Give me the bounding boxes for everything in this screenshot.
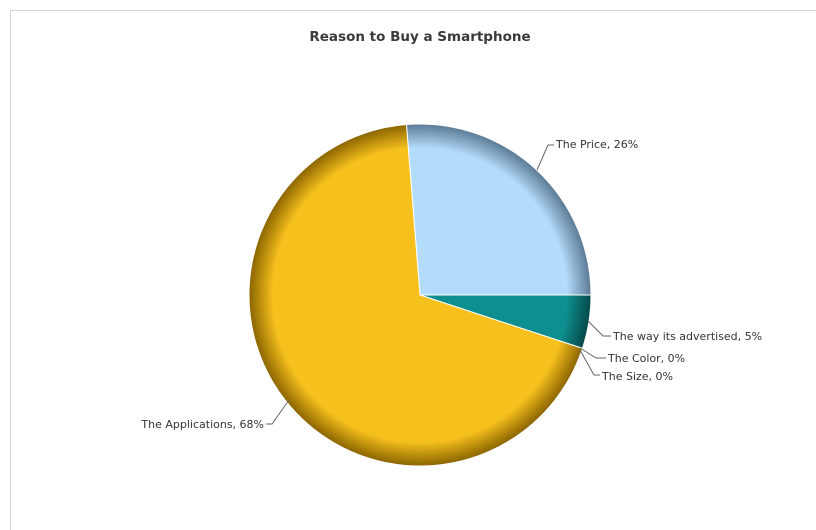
pie-slices bbox=[248, 123, 592, 467]
chart-title: Reason to Buy a Smartphone bbox=[309, 29, 530, 45]
leader-line-the-way-its-advertised bbox=[587, 320, 611, 337]
pie-labels: The Price, 26% The way its advertised, 5%… bbox=[140, 138, 762, 431]
data-label-the-color: The Color, 0% bbox=[607, 352, 685, 365]
leader-line-the-size bbox=[579, 349, 600, 376]
pie-slice-the-price[interactable] bbox=[405, 123, 592, 296]
pie-slice-the-applications[interactable] bbox=[248, 123, 584, 467]
data-label-the-applications: The Applications, 68% bbox=[140, 418, 264, 431]
data-label-the-price: The Price, 26% bbox=[555, 138, 638, 151]
data-label-the-way-its-advertised: The way its advertised, 5% bbox=[612, 330, 762, 343]
data-label-the-size: The Size, 0% bbox=[601, 370, 673, 383]
leader-line-the-applications bbox=[266, 399, 290, 425]
leader-line-the-color bbox=[579, 347, 606, 359]
leader-line-the-price bbox=[536, 144, 554, 171]
